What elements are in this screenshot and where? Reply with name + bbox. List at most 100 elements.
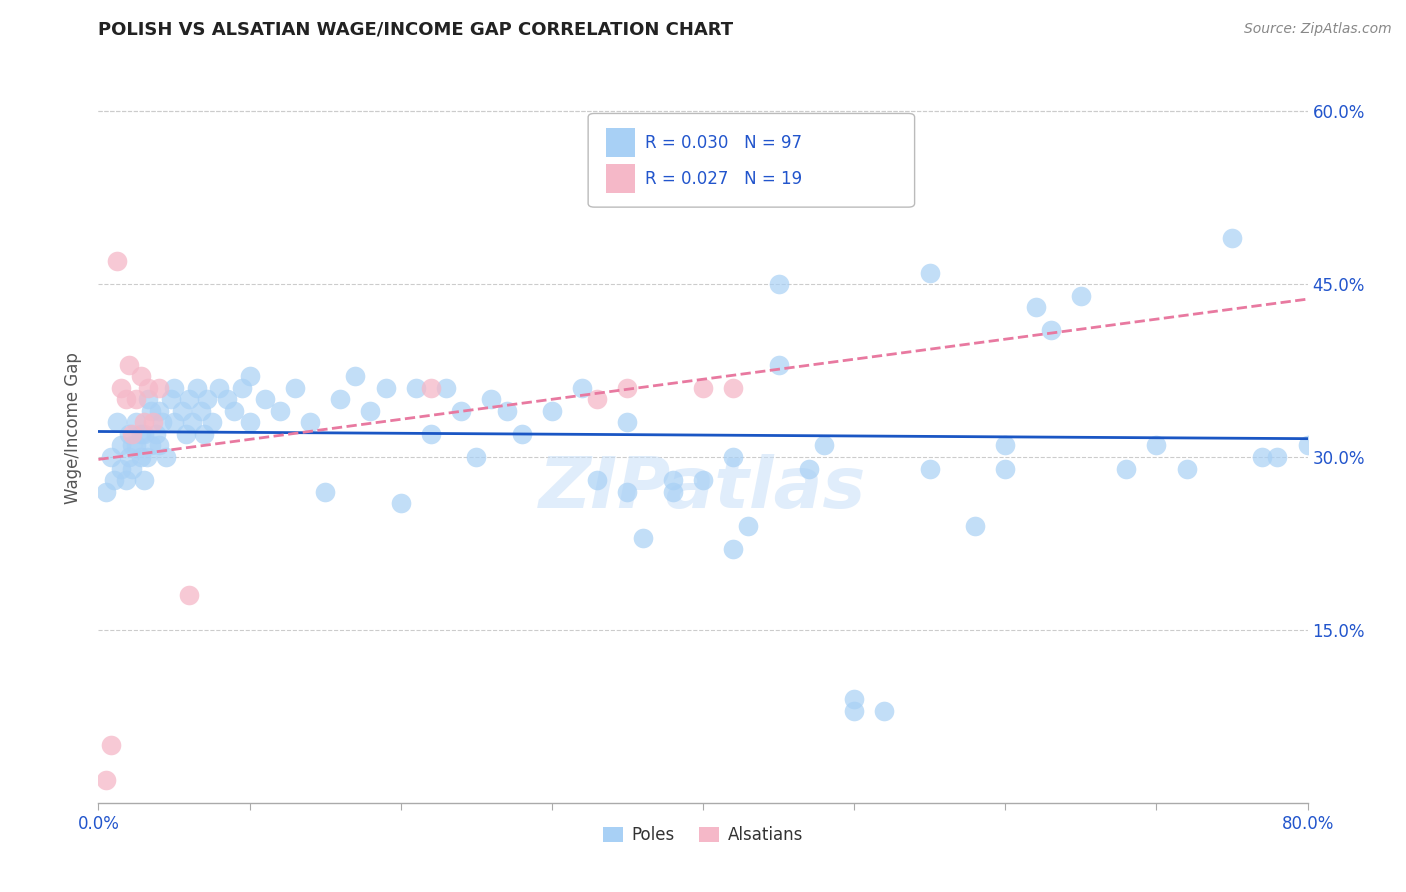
- Point: [110, 461, 132, 475]
- Point: [571, 381, 593, 395]
- FancyBboxPatch shape: [606, 128, 636, 157]
- Point: [201, 416, 224, 430]
- Y-axis label: Wage/Income Gap: Wage/Income Gap: [65, 352, 83, 504]
- Point: [118, 358, 141, 372]
- Point: [1251, 450, 1274, 464]
- Point: [374, 381, 396, 395]
- Point: [994, 438, 1017, 452]
- Point: [510, 426, 533, 441]
- Point: [1220, 231, 1243, 245]
- Point: [797, 461, 820, 475]
- Point: [224, 404, 246, 418]
- Point: [181, 416, 204, 430]
- Point: [163, 416, 186, 430]
- Point: [110, 381, 132, 395]
- Point: [481, 392, 503, 407]
- Point: [299, 416, 322, 430]
- Text: ZIPatlas: ZIPatlas: [540, 454, 866, 523]
- Point: [125, 438, 148, 452]
- Point: [1144, 438, 1167, 452]
- Point: [284, 381, 307, 395]
- Point: [136, 392, 159, 407]
- Point: [125, 416, 148, 430]
- Point: [1267, 450, 1289, 464]
- Point: [269, 404, 291, 418]
- Point: [723, 542, 745, 557]
- Point: [813, 438, 835, 452]
- Point: [231, 381, 253, 395]
- Point: [314, 484, 336, 499]
- Point: [132, 473, 155, 487]
- Text: Source: ZipAtlas.com: Source: ZipAtlas.com: [1244, 22, 1392, 37]
- Point: [768, 277, 790, 291]
- Point: [1175, 461, 1198, 475]
- Point: [110, 438, 132, 452]
- Point: [631, 531, 654, 545]
- Point: [125, 392, 148, 407]
- Point: [360, 404, 382, 418]
- Point: [195, 392, 218, 407]
- Text: POLISH VS ALSATIAN WAGE/INCOME GAP CORRELATION CHART: POLISH VS ALSATIAN WAGE/INCOME GAP CORRE…: [98, 21, 734, 38]
- Point: [661, 484, 683, 499]
- Legend: Poles, Alsatians: Poles, Alsatians: [596, 820, 810, 851]
- Point: [616, 381, 638, 395]
- Point: [465, 450, 488, 464]
- Point: [768, 358, 790, 372]
- Point: [174, 426, 197, 441]
- Point: [155, 450, 177, 464]
- Point: [148, 438, 170, 452]
- Point: [132, 426, 155, 441]
- Point: [918, 266, 941, 280]
- Point: [190, 404, 212, 418]
- Point: [114, 473, 136, 487]
- Point: [420, 381, 443, 395]
- Point: [661, 473, 683, 487]
- Point: [118, 426, 141, 441]
- Point: [616, 416, 638, 430]
- Point: [148, 404, 170, 418]
- Point: [105, 416, 128, 430]
- Point: [586, 473, 609, 487]
- Point: [239, 416, 262, 430]
- Point: [148, 381, 170, 395]
- Point: [737, 519, 759, 533]
- Point: [150, 416, 173, 430]
- Point: [186, 381, 208, 395]
- Point: [918, 461, 941, 475]
- Point: [145, 426, 167, 441]
- Text: R = 0.030   N = 97: R = 0.030 N = 97: [645, 134, 801, 152]
- Point: [160, 392, 183, 407]
- Point: [121, 438, 143, 452]
- Point: [100, 738, 122, 752]
- Point: [94, 772, 117, 787]
- Point: [692, 473, 714, 487]
- Point: [141, 404, 163, 418]
- Point: [873, 704, 896, 718]
- Point: [253, 392, 276, 407]
- Point: [344, 369, 367, 384]
- Point: [215, 392, 238, 407]
- Point: [329, 392, 352, 407]
- Point: [100, 450, 122, 464]
- Point: [141, 438, 163, 452]
- Point: [129, 426, 152, 441]
- Point: [450, 404, 472, 418]
- Point: [1024, 300, 1046, 314]
- Point: [1039, 323, 1062, 337]
- Point: [179, 392, 201, 407]
- Point: [994, 461, 1017, 475]
- Point: [239, 369, 262, 384]
- Point: [723, 381, 745, 395]
- Point: [94, 484, 117, 499]
- Point: [616, 484, 638, 499]
- Point: [105, 254, 128, 268]
- Point: [586, 392, 609, 407]
- Point: [135, 450, 157, 464]
- FancyBboxPatch shape: [588, 113, 915, 207]
- Point: [844, 704, 866, 718]
- Point: [420, 426, 443, 441]
- FancyBboxPatch shape: [606, 164, 636, 193]
- Point: [495, 404, 517, 418]
- Point: [132, 416, 155, 430]
- Point: [208, 381, 231, 395]
